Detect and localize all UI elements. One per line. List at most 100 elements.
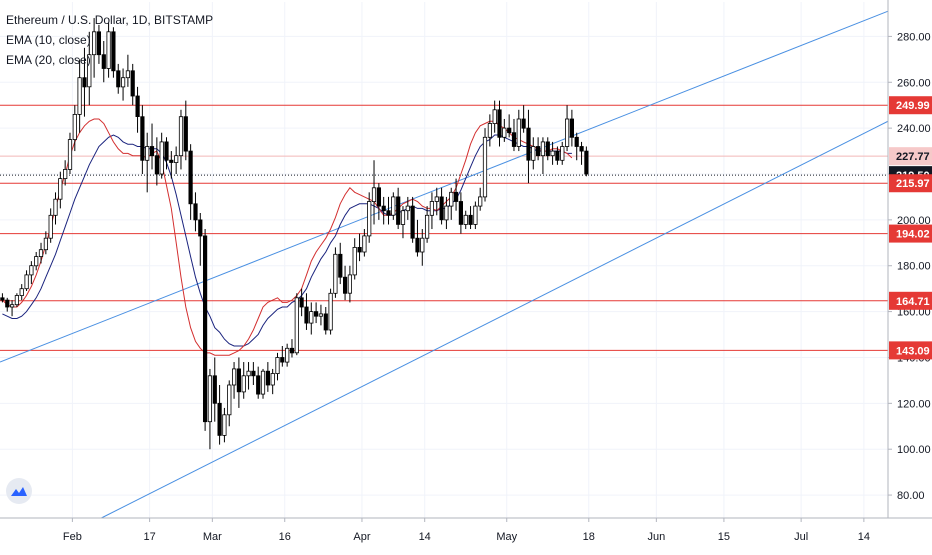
candle [521, 105, 526, 133]
candle-body-up [434, 196, 439, 202]
candle [371, 160, 377, 225]
candle-body-up [246, 370, 251, 377]
x-tick-label: 16 [279, 531, 291, 543]
candle-body-down [415, 237, 420, 253]
candle-body-up [502, 127, 507, 138]
candle [550, 141, 555, 165]
candle [58, 171, 63, 209]
candle [299, 288, 304, 317]
candle-body-up [145, 146, 150, 161]
candle-body-down [511, 132, 517, 147]
candle-body-down [497, 109, 502, 138]
candle-body-up [449, 191, 454, 207]
grid [0, 2, 888, 518]
price-label-level: 249.99 [889, 96, 932, 115]
candle [304, 293, 309, 330]
candle-body-down [188, 150, 193, 205]
candle [328, 288, 333, 335]
candle-body-up [58, 178, 63, 200]
candle [217, 384, 222, 445]
candle-body-up [125, 70, 130, 79]
candle [391, 192, 396, 220]
candle-body-up [48, 214, 53, 239]
candle [111, 27, 116, 78]
candle-body-up [550, 150, 555, 157]
candle [135, 86, 140, 133]
price-label-text: 227.77 [896, 151, 930, 163]
candle-body-down [342, 276, 348, 294]
candle [280, 346, 285, 367]
price-axis-bg [888, 0, 932, 550]
candle-body-down [193, 203, 198, 221]
legend-ema20: EMA (20, close) [6, 53, 91, 67]
candle-body-down [116, 70, 121, 88]
candle [5, 297, 10, 312]
candle [212, 357, 217, 422]
candle-body-down [338, 253, 343, 278]
candle-body-down [376, 187, 382, 207]
candle [579, 141, 584, 165]
candle [38, 242, 44, 264]
candle-body-up [429, 201, 435, 216]
candle [275, 352, 280, 381]
candle-body-down [217, 402, 222, 436]
candle [149, 123, 155, 170]
candle-body-down [251, 370, 256, 377]
candle-body-up [178, 116, 184, 157]
candle-body-up [63, 168, 68, 179]
candle [352, 238, 357, 280]
y-tick-label: 260.00 [897, 77, 931, 89]
candle-body-down [164, 141, 169, 161]
candle [313, 302, 319, 324]
candle-body-down [265, 370, 271, 386]
candle-body-up [473, 205, 478, 225]
candle [285, 343, 290, 367]
candle-body-down [135, 95, 140, 118]
candle-body-up [285, 347, 290, 363]
candle-body-down [555, 150, 560, 161]
candle-body-down [584, 150, 589, 175]
candle-body-down [304, 306, 309, 324]
candle-body-up [92, 31, 97, 56]
candle-body-down [82, 77, 87, 88]
candle [400, 206, 406, 239]
candle-body-up [540, 141, 546, 157]
y-tick-label: 100.00 [897, 444, 931, 456]
y-tick-label: 280.00 [897, 31, 931, 43]
candle-body-up [367, 201, 372, 237]
candle [0, 293, 5, 303]
tradingview-logo-icon[interactable] [6, 478, 32, 504]
candle [487, 114, 493, 147]
candle-body-up [333, 253, 338, 294]
candle-body-down [536, 146, 541, 157]
candle-body-down [386, 210, 391, 216]
candle-body-up [444, 205, 449, 221]
candle [67, 132, 73, 174]
candle-body-up [405, 205, 410, 212]
candle [357, 233, 362, 262]
candle-body-up [174, 155, 179, 163]
candle-body-down [256, 375, 261, 395]
candle [19, 284, 24, 301]
candle-body-up [159, 141, 164, 175]
price-label-text: 215.97 [896, 178, 930, 190]
candle-body-up [19, 288, 24, 297]
candle [236, 357, 241, 408]
candle [24, 270, 29, 291]
time-axis-bg [0, 518, 932, 550]
candle [367, 192, 372, 243]
ema10-layer [2, 118, 573, 356]
candle [318, 304, 324, 326]
candle-body-up [482, 136, 488, 198]
candle-body-down [5, 299, 10, 308]
ema20-layer [2, 134, 572, 347]
candle [130, 63, 135, 106]
candle-body-down [458, 201, 464, 225]
candle [396, 187, 401, 230]
candle-body-down [198, 219, 203, 237]
candle [241, 362, 246, 399]
price-label-bg [889, 291, 932, 310]
